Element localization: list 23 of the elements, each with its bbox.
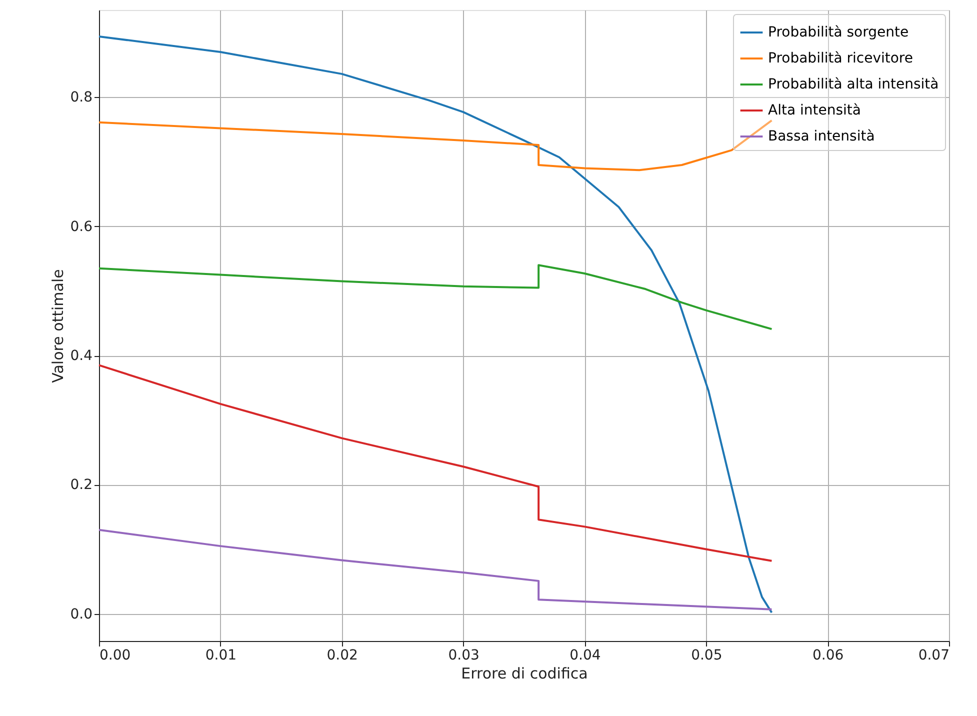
y-axis-title: Valore ottimale bbox=[49, 269, 68, 383]
x-tick-label: 0.03 bbox=[448, 648, 480, 664]
x-tick-label: 0.00 bbox=[100, 648, 131, 664]
x-tick-label: 0.02 bbox=[326, 648, 358, 664]
y-tick-label: 0.6 bbox=[70, 218, 93, 235]
line-series bbox=[98, 528, 773, 610]
legend-label: Alta intensità bbox=[768, 102, 861, 118]
y-tick-label: 0.8 bbox=[70, 90, 92, 106]
x-tick-label: 0.05 bbox=[691, 648, 722, 664]
legend-label: Probabilità sorgente bbox=[768, 24, 909, 40]
x-tick-label: 0.06 bbox=[812, 648, 844, 664]
y-tick-label: 0.2 bbox=[70, 477, 92, 494]
line-series bbox=[98, 264, 773, 330]
x-tick-label: 0.01 bbox=[205, 648, 237, 664]
x-axis-title: Errore di codifica bbox=[461, 664, 588, 682]
legend-label: Probabilità alta intensità bbox=[768, 76, 939, 92]
x-tick-label: 0.07 bbox=[918, 648, 950, 664]
y-tick-label: 0.0 bbox=[70, 606, 92, 622]
x-tick-label: 0.04 bbox=[570, 648, 601, 664]
legend-label: Bassa intensità bbox=[768, 128, 875, 144]
line-series bbox=[98, 364, 773, 562]
legend-label: Probabilità ricevitore bbox=[768, 50, 913, 66]
y-tick-label: 0.4 bbox=[70, 348, 93, 364]
